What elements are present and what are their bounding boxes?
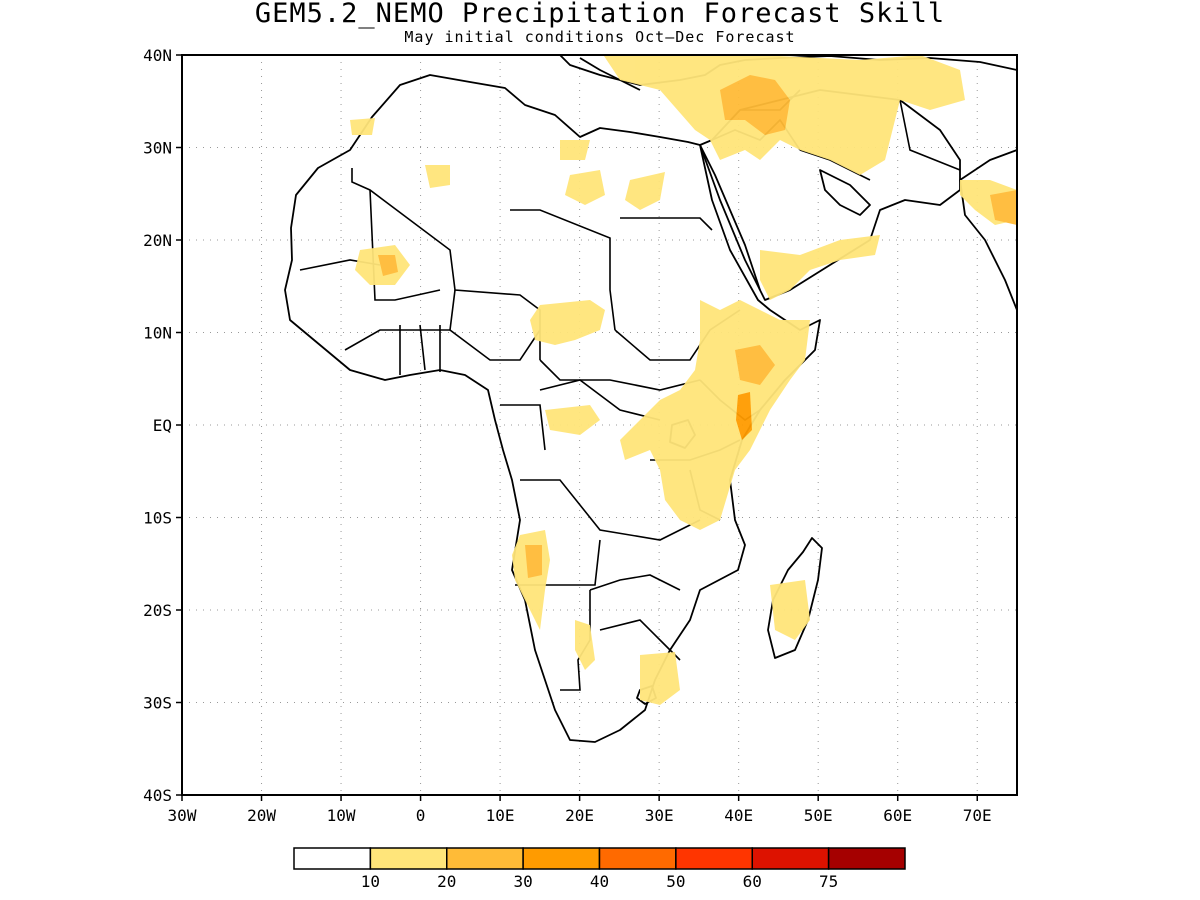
lon-label: 20E — [565, 806, 594, 825]
colorbar-swatch — [598, 847, 677, 870]
lon-label: 50E — [804, 806, 833, 825]
colorbar-label: 60 — [743, 872, 762, 891]
lon-label: 30E — [645, 806, 674, 825]
skill-region-20-30 — [378, 255, 398, 276]
colorbar-label: 10 — [361, 872, 380, 891]
latitude-labels: 40N 30N 20N 10N EQ 10S 20S 30S 40S — [143, 46, 182, 805]
lat-label: 30N — [143, 139, 172, 158]
skill-region-10-20 — [530, 300, 605, 345]
map-title: GEM5.2_NEMO Precipitation Forecast Skill — [254, 0, 946, 29]
skill-region-20-30 — [525, 545, 542, 578]
lat-label: 40N — [143, 46, 172, 65]
colorbar-label: 75 — [819, 872, 838, 891]
colorbar: 10 20 30 40 50 60 75 — [293, 847, 906, 891]
skill-region-10-20 — [770, 580, 810, 640]
skill-region-20-30 — [720, 75, 790, 135]
colorbar-swatch — [446, 847, 524, 870]
skill-region-10-20 — [425, 165, 450, 188]
lon-label: 40E — [724, 806, 753, 825]
map-subtitle: May initial conditions Oct–Dec Forecast — [404, 28, 796, 46]
colorbar-swatch — [675, 847, 753, 870]
colorbar-label: 40 — [590, 872, 609, 891]
skill-region-10-20 — [545, 405, 600, 435]
lat-label: 20S — [143, 601, 172, 620]
skill-region-30-40 — [736, 392, 752, 440]
lon-label: 70E — [963, 806, 992, 825]
colorbar-swatch — [293, 847, 372, 870]
coastlines — [284, 55, 1017, 743]
lat-label: EQ — [153, 416, 172, 435]
lat-label: 30S — [143, 694, 172, 713]
skill-region-10-20 — [560, 140, 590, 160]
skill-region-10-20 — [620, 300, 810, 530]
lon-label: 60E — [883, 806, 912, 825]
skill-region-10-20 — [760, 235, 880, 300]
longitude-labels: 30W 20W 10W 0 10E 20E 30E 40E 50E 60E 70E — [168, 795, 992, 825]
lat-label: 10S — [143, 509, 172, 528]
skill-region-10-20 — [575, 620, 595, 670]
lon-label: 0 — [416, 806, 426, 825]
skill-shading — [350, 55, 1017, 705]
lon-label: 20W — [247, 806, 276, 825]
map-frame — [181, 54, 1018, 796]
colorbar-swatch — [369, 847, 448, 870]
lat-label: 10N — [143, 324, 172, 343]
skill-region-10-20 — [640, 652, 680, 705]
lat-label: 40S — [143, 786, 172, 805]
colorbar-label: 50 — [666, 872, 685, 891]
graticule — [182, 55, 1017, 795]
colorbar-swatch — [827, 847, 906, 870]
lon-label: 10E — [486, 806, 515, 825]
skill-region-10-20 — [565, 170, 605, 205]
skill-region-20-30 — [735, 345, 775, 385]
colorbar-label: 30 — [513, 872, 532, 891]
lon-label: 30W — [168, 806, 197, 825]
skill-region-10-20 — [350, 118, 375, 135]
skill-region-20-30 — [990, 190, 1017, 225]
lat-label: 20N — [143, 231, 172, 250]
skill-region-10-20 — [625, 172, 665, 210]
colorbar-swatch — [751, 847, 830, 870]
colorbar-label: 20 — [437, 872, 456, 891]
lon-label: 10W — [327, 806, 356, 825]
colorbar-swatch — [522, 847, 601, 870]
